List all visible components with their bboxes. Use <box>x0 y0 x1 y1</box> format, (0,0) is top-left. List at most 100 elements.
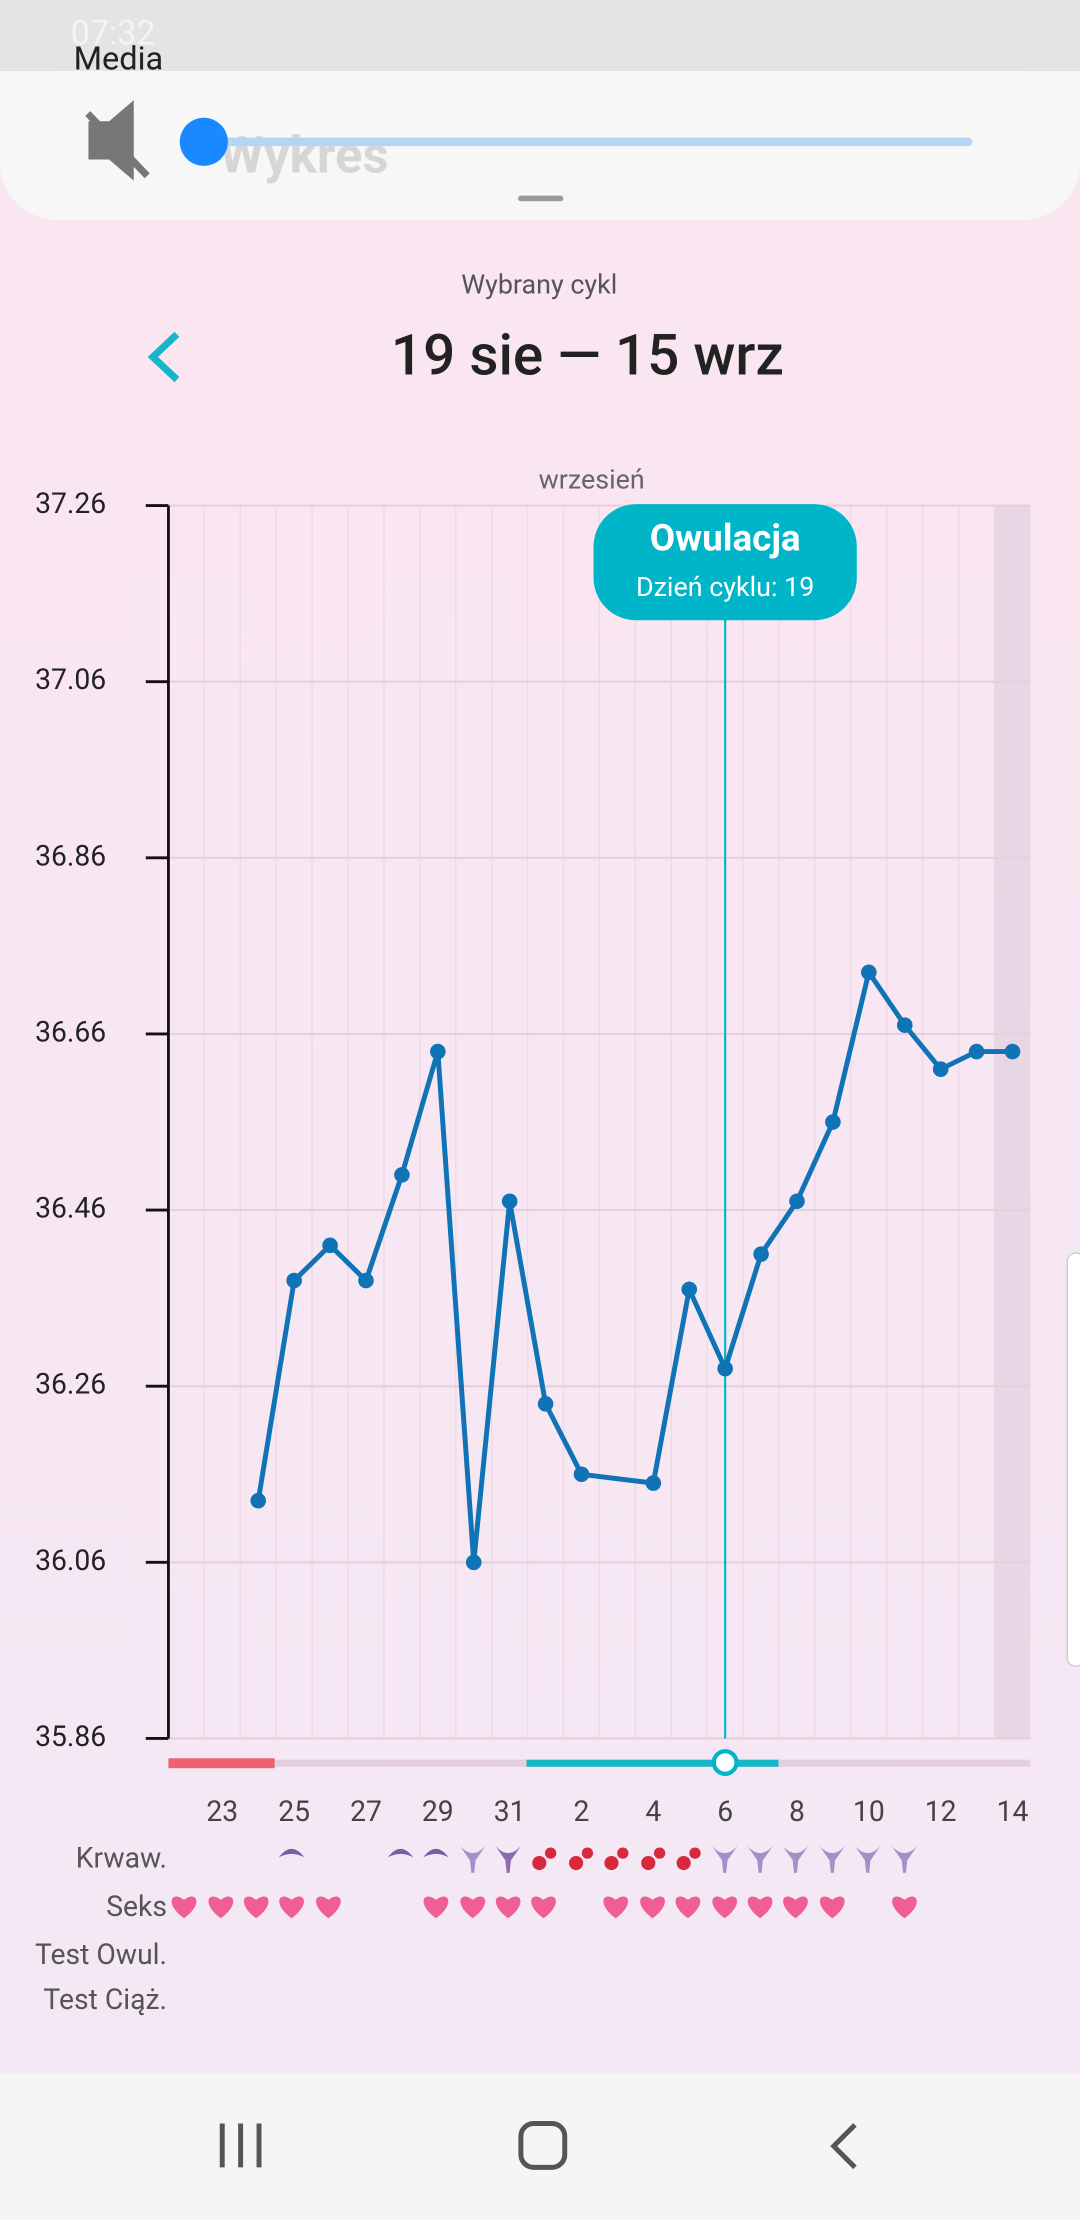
heart-icon <box>675 1896 701 1919</box>
row-label: Test Ciąż. <box>43 1983 167 2016</box>
x-tick-label: 31 <box>494 1795 526 1828</box>
app-title: Wykres <box>219 126 388 185</box>
nav-bar <box>0 2073 1080 2220</box>
flow-icon <box>747 1846 773 1873</box>
blood-drop <box>689 1847 701 1859</box>
heart-icon <box>531 1896 556 1919</box>
y-tick-label: 36.46 <box>35 1192 106 1225</box>
x-tick-label: 25 <box>278 1795 310 1828</box>
nav-back[interactable] <box>830 2123 857 2170</box>
temperature-point <box>789 1193 805 1210</box>
y-tick-label: 35.86 <box>35 1720 106 1753</box>
blood-drop <box>544 1847 557 1859</box>
blood-drop <box>641 1855 656 1871</box>
row-label: Test Owul. <box>35 1938 167 1971</box>
ovulation-marker <box>711 1749 739 1776</box>
temperature-point <box>861 964 877 981</box>
volume-thumb[interactable] <box>179 117 228 166</box>
heart-icon <box>423 1896 449 1919</box>
temperature-point <box>681 1281 698 1298</box>
row-labels: Krwaw. Seks Test Owul. Test Ciąż. <box>35 1842 167 2017</box>
temperature-point <box>537 1396 554 1412</box>
x-tick-label: 10 <box>853 1795 885 1828</box>
temperature-point <box>1004 1043 1021 1060</box>
edge-handle[interactable] <box>1066 1252 1080 1667</box>
y-tick-label: 37.26 <box>35 487 106 520</box>
row-label: Krwaw. <box>76 1842 167 1875</box>
heart-icon <box>460 1896 486 1919</box>
flow-icon <box>460 1846 486 1873</box>
y-tick-label: 36.66 <box>35 1015 106 1048</box>
temperature-point <box>430 1043 446 1060</box>
temperature-point <box>968 1043 985 1060</box>
blood-drop <box>604 1855 619 1871</box>
volume-track[interactable] <box>205 137 973 147</box>
ovulation-subtitle: Dzień cyklu: 19 <box>636 571 814 603</box>
heart-icon <box>783 1896 808 1919</box>
heart-icon <box>495 1896 521 1919</box>
blood-drop <box>532 1855 547 1871</box>
spotting-icon <box>387 1848 414 1858</box>
temperature-point <box>645 1475 662 1491</box>
x-tick-label: 6 <box>717 1795 733 1828</box>
y-tick-label: 36.86 <box>35 839 106 872</box>
nav-home[interactable] <box>518 2120 568 2170</box>
temperature-point <box>896 1017 913 1033</box>
temperature-point <box>717 1360 733 1377</box>
temperature-point <box>825 1114 841 1130</box>
volume-panel-top <box>0 71 1080 128</box>
x-tick-label: 12 <box>925 1795 957 1828</box>
flow-icon <box>711 1846 738 1873</box>
temperature-point <box>358 1272 374 1289</box>
heart-icon <box>279 1896 304 1919</box>
y-tick-label: 36.06 <box>35 1544 106 1577</box>
status-bar <box>0 0 1080 72</box>
month-label: wrzesień <box>539 464 645 496</box>
blood-drop <box>676 1855 691 1871</box>
row-label: Seks <box>106 1890 167 1923</box>
temperature-point <box>753 1246 769 1262</box>
heart-icon <box>603 1896 629 1919</box>
heart-icon <box>819 1896 845 1919</box>
heart-icon <box>243 1896 269 1919</box>
x-tick-label: 29 <box>422 1795 454 1828</box>
status-time: 07:32 <box>71 14 156 54</box>
flow-icon <box>819 1846 846 1873</box>
heart-icon <box>171 1896 197 1919</box>
temperature-point <box>501 1193 518 1210</box>
panel-handle[interactable] <box>518 195 564 202</box>
heart-icon <box>640 1896 665 1919</box>
temperature-point <box>250 1492 267 1509</box>
nav-recent[interactable] <box>219 2123 262 2168</box>
row-icons <box>171 1846 918 1919</box>
y-tick-label: 37.06 <box>35 663 106 696</box>
period-bar <box>168 1758 275 1769</box>
blood-drop <box>581 1847 594 1859</box>
x-tick-label: 8 <box>789 1795 805 1828</box>
ovulation-badge <box>593 504 857 621</box>
spotting-icon <box>278 1848 305 1858</box>
flow-icon <box>782 1846 809 1873</box>
heart-icon <box>892 1896 917 1919</box>
y-tick-label: 36.26 <box>35 1368 106 1401</box>
temperature-point <box>932 1061 949 1077</box>
heart-icon <box>747 1896 773 1919</box>
blood-drop <box>569 1855 584 1871</box>
temperature-point <box>465 1554 482 1571</box>
x-tick-label: 2 <box>574 1795 590 1828</box>
spotting-icon <box>423 1848 449 1858</box>
heart-icon <box>316 1896 341 1919</box>
prev-cycle[interactable] <box>147 331 180 383</box>
volume-label: Media <box>74 40 164 78</box>
flow-icon <box>891 1846 918 1873</box>
mute-icon[interactable] <box>85 100 150 181</box>
ovulation-title: Owulacja <box>650 517 801 560</box>
temperature-point <box>286 1272 302 1289</box>
flow-icon <box>495 1846 521 1873</box>
x-tick-label: 14 <box>997 1795 1029 1828</box>
today-column <box>994 505 1031 1739</box>
temperature-point <box>322 1237 338 1254</box>
